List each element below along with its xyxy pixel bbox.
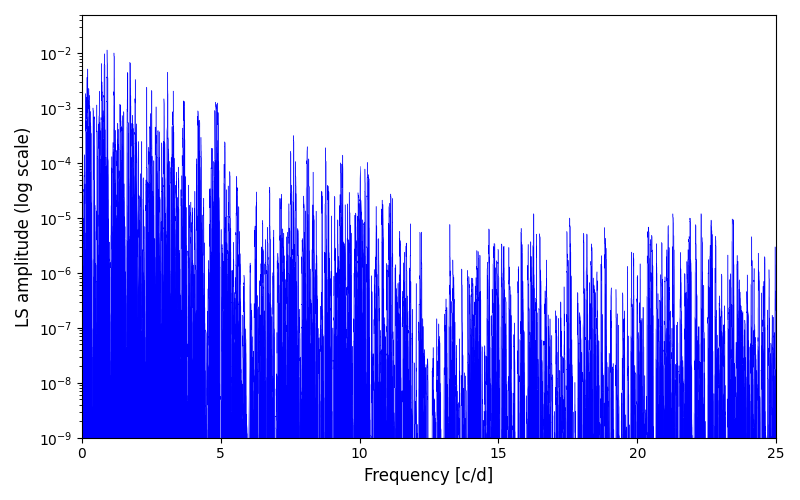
X-axis label: Frequency [c/d]: Frequency [c/d] — [364, 467, 494, 485]
Y-axis label: LS amplitude (log scale): LS amplitude (log scale) — [15, 126, 33, 326]
